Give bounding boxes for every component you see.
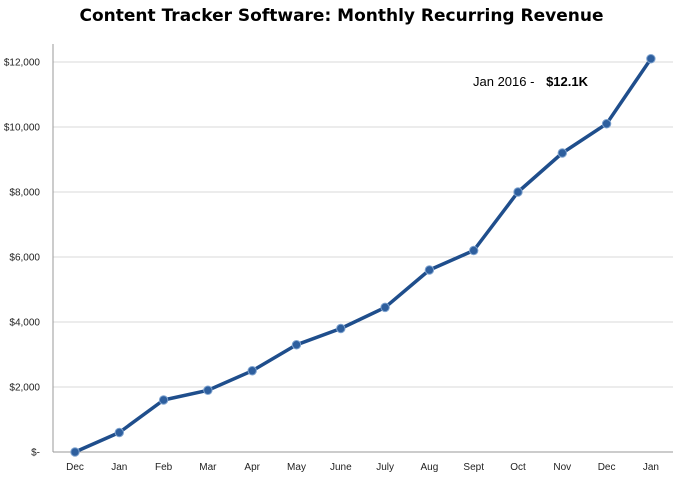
series-layer xyxy=(70,54,656,457)
x-tick-label: Mar xyxy=(199,462,217,473)
data-point xyxy=(291,340,302,350)
data-point xyxy=(601,119,612,129)
data-point xyxy=(380,302,390,313)
data-point xyxy=(424,265,435,275)
x-tick-label: July xyxy=(376,462,394,473)
x-tick-label: Dec xyxy=(598,462,616,473)
x-tick-label: Feb xyxy=(155,462,173,473)
x-tick-label: Jan xyxy=(643,462,659,473)
y-tick-label: $2,000 xyxy=(9,383,40,394)
data-point xyxy=(513,187,523,197)
y-tick-label: $8,000 xyxy=(9,188,40,199)
annotation-value: $12.1K xyxy=(546,74,589,89)
gridlines xyxy=(53,61,673,388)
y-tick-label: $12,000 xyxy=(4,58,41,69)
x-tick-label: Nov xyxy=(553,462,571,473)
y-axis-ticks: $- $2,000 $4,000 $6,000 $8,000 $10,000 $12,000 xyxy=(4,58,41,459)
y-tick-label: $- xyxy=(31,448,40,459)
x-tick-label: Sept xyxy=(463,462,484,473)
data-point xyxy=(247,366,257,376)
data-point xyxy=(557,148,567,158)
x-axis-ticks: Dec Jan Feb Mar Apr May June July Aug Sept Oct Nov D… xyxy=(66,462,659,473)
chart-title: Content Tracker Software: Monthly Recurr… xyxy=(79,6,604,26)
data-point xyxy=(469,245,479,256)
axes xyxy=(52,44,673,453)
annotation-label: Jan 2016 - xyxy=(473,74,534,89)
x-tick-label: June xyxy=(330,462,352,473)
x-tick-label: Apr xyxy=(244,462,260,473)
series-line xyxy=(73,57,653,454)
x-tick-label: Dec xyxy=(66,462,84,473)
y-tick-label: $4,000 xyxy=(9,318,40,329)
data-point xyxy=(158,395,169,405)
data-point xyxy=(114,427,125,438)
x-tick-label: Oct xyxy=(510,462,526,473)
x-tick-label: May xyxy=(287,462,306,473)
annotation: Jan 2016 - $12.1K xyxy=(473,74,589,89)
data-point xyxy=(646,54,656,64)
data-point xyxy=(336,323,346,334)
x-tick-label: Jan xyxy=(111,462,127,473)
y-tick-label: $6,000 xyxy=(9,253,40,264)
data-point xyxy=(70,447,80,457)
y-tick-label: $10,000 xyxy=(4,123,41,134)
data-point xyxy=(203,385,213,395)
x-tick-label: Aug xyxy=(421,462,439,473)
